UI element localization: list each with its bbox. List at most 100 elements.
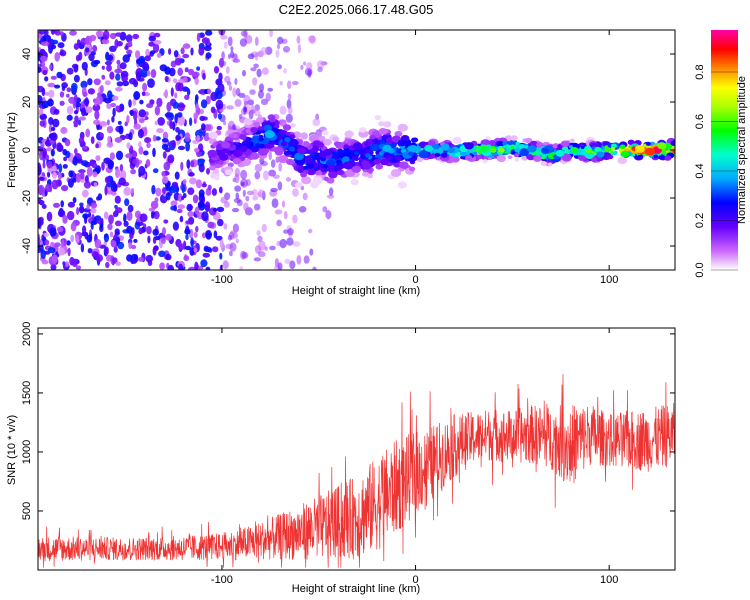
- noise-blob: [66, 114, 73, 121]
- ridge-blob: [328, 178, 334, 183]
- noise-blob: [115, 261, 121, 266]
- colorbar-tick-label: 0.8: [694, 64, 706, 79]
- noise-blob: [189, 177, 197, 185]
- noise-blob: [178, 263, 184, 270]
- noise-blob: [162, 187, 166, 195]
- noise-blob: [196, 135, 201, 142]
- noise-blob: [92, 103, 101, 112]
- ridge-blob: [312, 140, 321, 147]
- y-tick-label: 1000: [21, 440, 33, 464]
- ridge-blob: [507, 155, 513, 159]
- ridge-blob: [362, 171, 369, 177]
- noise-blob: [46, 160, 53, 169]
- noise-blob: [144, 55, 151, 62]
- noise-blob: [71, 82, 78, 92]
- noise-blob: [61, 85, 66, 91]
- ridge-blob: [380, 158, 389, 166]
- noise-blob: [70, 222, 77, 232]
- noise-blob: [39, 120, 46, 127]
- ridge-blob: [518, 144, 525, 149]
- noise-blob: [185, 141, 191, 152]
- noise-blob: [109, 231, 114, 238]
- noise-blob: [182, 76, 188, 83]
- ridge-blob: [258, 137, 265, 142]
- ridge-blob: [352, 142, 363, 150]
- ridge-blob: [434, 152, 441, 157]
- noise-blob: [86, 167, 93, 177]
- noise-blob: [229, 242, 237, 252]
- noise-blob: [125, 49, 133, 55]
- noise-blob: [215, 99, 224, 110]
- noise-blob: [74, 94, 78, 103]
- noise-blob: [96, 218, 104, 225]
- noise-blob: [114, 220, 122, 227]
- ridge-blob: [498, 147, 505, 153]
- ridge-blob: [227, 162, 234, 168]
- noise-blob: [277, 64, 282, 70]
- noise-blob: [258, 83, 265, 92]
- noise-blob: [117, 120, 122, 125]
- noise-blob: [215, 235, 223, 241]
- noise-blob: [207, 88, 212, 95]
- noise-blob: [115, 105, 120, 112]
- ridge-blob: [657, 142, 667, 150]
- noise-blob: [147, 235, 151, 244]
- noise-blob: [174, 92, 178, 99]
- ridge-blob: [318, 135, 326, 141]
- y-tick-label: 40: [21, 48, 33, 60]
- x-tick-label: 0: [412, 274, 418, 286]
- noise-blob: [101, 161, 105, 171]
- ridge-blob: [570, 147, 579, 153]
- noise-blob: [226, 81, 232, 86]
- noise-blob: [166, 101, 172, 112]
- noise-blob: [146, 70, 151, 77]
- noise-blob: [85, 47, 90, 53]
- noise-blob: [252, 77, 258, 86]
- colorbar-label: Normalized spectral amplitude: [736, 76, 748, 224]
- noise-blob: [113, 183, 118, 192]
- noise-blob: [128, 77, 137, 85]
- y-tick-label: 0: [21, 147, 33, 153]
- ridge-blob: [363, 141, 372, 147]
- noise-blob: [212, 246, 219, 253]
- ridge-blob: [468, 148, 475, 153]
- noise-blob: [87, 78, 93, 86]
- noise-blob: [227, 36, 233, 47]
- ridge-blob: [596, 151, 605, 158]
- noise-blob: [217, 113, 222, 120]
- noise-blob: [212, 207, 218, 212]
- noise-blob: [73, 74, 80, 83]
- ridge-blob: [282, 124, 292, 131]
- colorbar-gradient: [711, 30, 738, 270]
- noise-blob: [275, 49, 280, 58]
- noise-blob: [147, 260, 153, 266]
- ridge-blob: [350, 178, 359, 186]
- noise-blob: [83, 180, 91, 189]
- noise-blob: [201, 37, 209, 44]
- ridge-blob: [323, 138, 332, 146]
- ridge-blob: [459, 150, 468, 157]
- noise-blob: [112, 211, 117, 218]
- noise-blob: [97, 92, 102, 97]
- ridge-blob: [286, 158, 295, 165]
- ridge-blob: [394, 130, 403, 137]
- noise-blob: [123, 187, 131, 196]
- noise-blob: [130, 169, 137, 175]
- colorbar-tick-label: 0.2: [694, 213, 706, 228]
- noise-blob: [91, 162, 98, 169]
- noise-blob: [87, 88, 95, 95]
- noise-blob: [81, 189, 89, 198]
- ridge-blob: [250, 152, 260, 160]
- noise-blob: [195, 103, 199, 110]
- noise-blob: [202, 73, 206, 80]
- noise-blob: [138, 141, 142, 148]
- ridge-blob: [323, 176, 330, 181]
- noise-blob: [115, 168, 121, 179]
- ridge-blob: [343, 144, 350, 149]
- noise-blob: [123, 213, 127, 223]
- noise-blob: [175, 134, 181, 142]
- noise-blob: [257, 189, 265, 198]
- noise-blob: [215, 78, 223, 86]
- noise-blob: [316, 60, 325, 69]
- noise-blob: [73, 43, 80, 50]
